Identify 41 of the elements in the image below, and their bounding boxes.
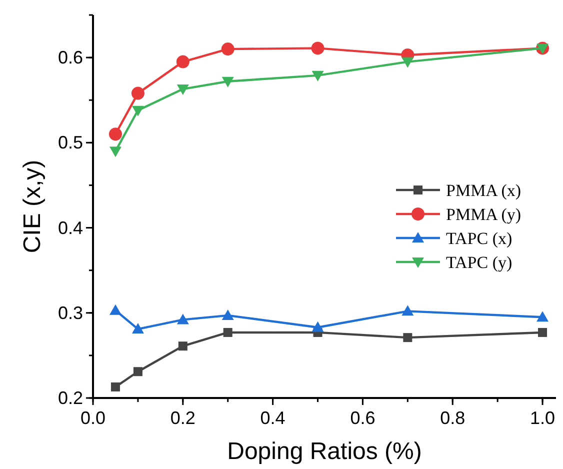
point [536,311,549,322]
x-tick-label: 0.0 [80,408,106,428]
x-axis-title: Doping Ratios (%) [227,438,422,465]
y-tick-label: 0.5 [58,132,83,153]
y-tick-label: 0.2 [58,388,83,408]
legend-label: TAPC (x) [446,229,512,248]
x-tick-label: 0.8 [440,408,466,428]
legend-label: PMMA (x) [446,181,522,200]
x-tick-label: 1.0 [530,408,556,428]
point [108,128,122,141]
y-tick-label: 0.6 [58,48,83,68]
point [132,106,144,116]
legend-label: TAPC (y) [446,253,512,272]
point [221,42,234,56]
y-axis-title: CIE (x,y) [19,160,46,254]
y-tick-label: 0.3 [58,302,83,323]
legend-label: PMMA (y) [446,205,522,224]
point [131,86,144,100]
point [109,146,122,158]
y-tick-label: 0.4 [58,218,83,238]
point [402,57,414,68]
x-tick-label: 0.6 [350,408,376,428]
point [223,328,232,337]
point [109,304,122,315]
point [178,342,188,351]
x-tick-label: 0.4 [260,408,286,428]
point [110,382,120,392]
point [402,305,414,316]
point [176,314,189,324]
point [176,84,189,96]
point [312,70,324,82]
point [311,42,324,55]
point [222,76,234,88]
point [133,367,142,376]
point [222,309,234,320]
x-tick-label: 0.2 [170,408,196,428]
point [403,333,412,342]
point [176,55,190,68]
point [538,328,548,337]
point [132,323,144,334]
point [312,321,324,332]
